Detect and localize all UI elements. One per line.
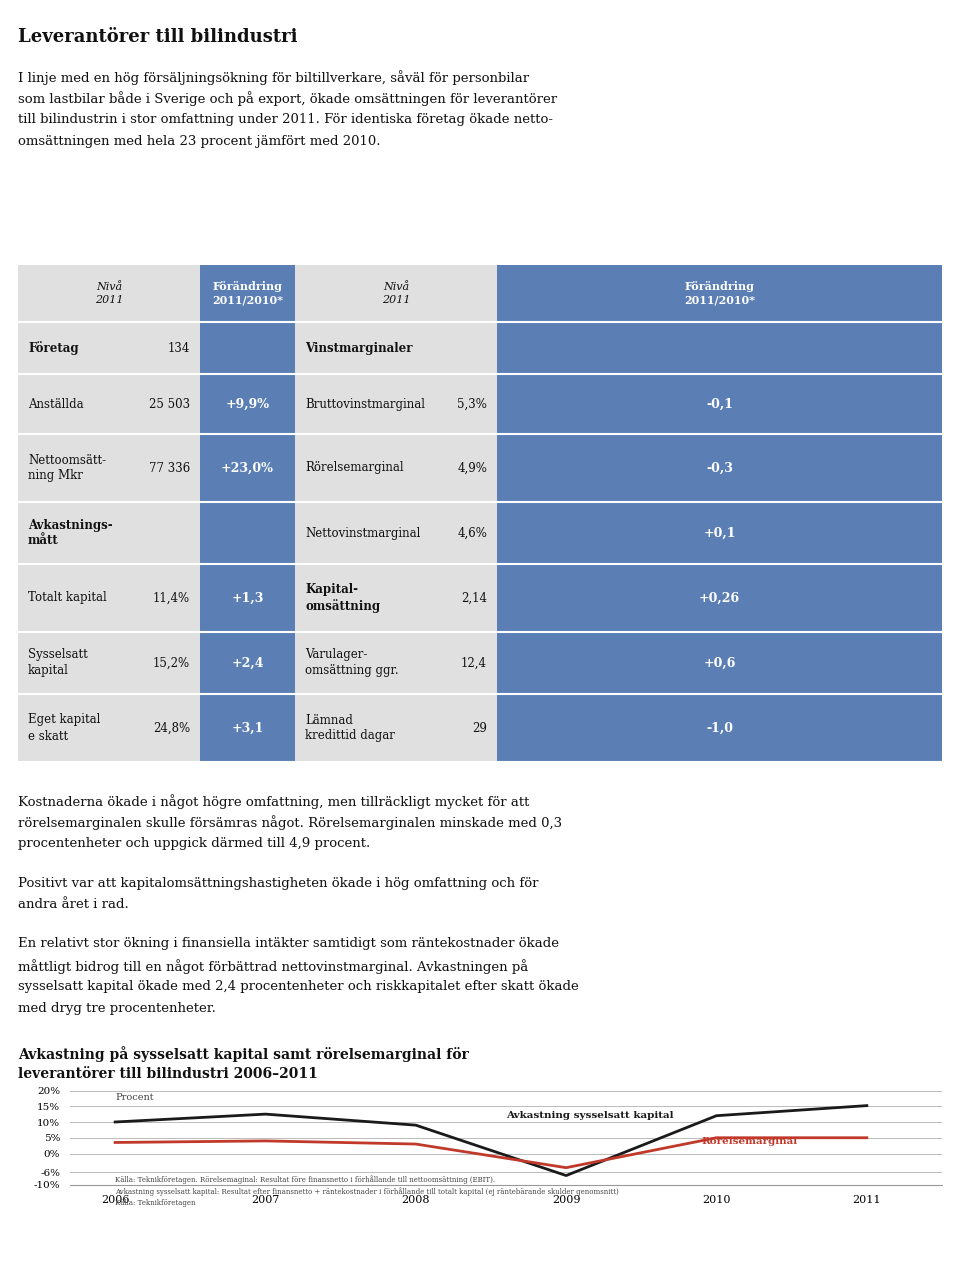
FancyBboxPatch shape: [497, 434, 942, 502]
Text: Kapital-
omsättning: Kapital- omsättning: [305, 583, 380, 612]
FancyBboxPatch shape: [200, 374, 295, 434]
Text: 25 503: 25 503: [149, 397, 190, 411]
Text: med dryg tre procentenheter.: med dryg tre procentenheter.: [18, 1002, 216, 1014]
FancyBboxPatch shape: [295, 322, 497, 374]
FancyBboxPatch shape: [18, 374, 200, 434]
Text: +1,3: +1,3: [231, 591, 264, 605]
FancyBboxPatch shape: [295, 564, 497, 631]
FancyBboxPatch shape: [497, 265, 942, 322]
Text: -0,3: -0,3: [706, 462, 732, 474]
FancyBboxPatch shape: [200, 631, 295, 694]
Text: Nettovinstmarginal: Nettovinstmarginal: [305, 526, 420, 539]
FancyBboxPatch shape: [200, 502, 295, 564]
Text: -1,0: -1,0: [706, 721, 733, 734]
Text: Företag: Företag: [28, 341, 79, 355]
Text: 18: 18: [903, 1221, 926, 1238]
Text: måttligt bidrog till en något förbättrad nettovinstmarginal. Avkastningen på: måttligt bidrog till en något förbättrad…: [18, 959, 528, 974]
Text: Rörelsemarginal: Rörelsemarginal: [702, 1137, 798, 1146]
FancyBboxPatch shape: [497, 374, 942, 434]
FancyBboxPatch shape: [300, 265, 497, 322]
Text: omsättningen med hela 23 procent jämfört med 2010.: omsättningen med hela 23 procent jämfört…: [18, 134, 380, 147]
Text: Vinstmarginaler: Vinstmarginaler: [305, 341, 413, 355]
FancyBboxPatch shape: [18, 434, 200, 502]
FancyBboxPatch shape: [18, 564, 200, 631]
Text: +2,4: +2,4: [231, 657, 264, 670]
FancyBboxPatch shape: [18, 322, 200, 374]
Text: Leverantörer till bilindustri: Leverantörer till bilindustri: [18, 28, 298, 46]
Text: Kostnaderna ökade i något högre omfattning, men tillräckligt mycket för att: Kostnaderna ökade i något högre omfattni…: [18, 794, 529, 809]
Text: Totalt kapital: Totalt kapital: [28, 591, 107, 605]
Text: Procent: Procent: [115, 1093, 154, 1102]
FancyBboxPatch shape: [200, 564, 295, 631]
Text: 77 336: 77 336: [149, 462, 190, 474]
Text: I linje med en hög försäljningsökning för biltillverkare, såväl för personbilar: I linje med en hög försäljningsökning fö…: [18, 70, 529, 85]
FancyBboxPatch shape: [295, 694, 497, 762]
Text: +23,0%: +23,0%: [221, 462, 274, 474]
Text: +9,9%: +9,9%: [226, 397, 270, 411]
Text: Nivå
2011: Nivå 2011: [382, 283, 410, 304]
Text: Varulager-
omsättning ggr.: Varulager- omsättning ggr.: [305, 648, 398, 677]
Text: 4,9%: 4,9%: [457, 462, 487, 474]
Text: 24,8%: 24,8%: [153, 721, 190, 734]
Text: -0,1: -0,1: [706, 397, 733, 411]
FancyBboxPatch shape: [200, 434, 295, 502]
FancyBboxPatch shape: [295, 434, 497, 502]
FancyBboxPatch shape: [497, 502, 942, 564]
FancyBboxPatch shape: [200, 694, 295, 762]
FancyBboxPatch shape: [295, 265, 497, 322]
Text: sysselsatt kapital ökade med 2,4 procentenheter och riskkapitalet efter skatt ök: sysselsatt kapital ökade med 2,4 procent…: [18, 980, 579, 994]
Text: En relativt stor ökning i finansiella intäkter samtidigt som räntekostnader ökad: En relativt stor ökning i finansiella in…: [18, 937, 559, 951]
Text: Nettoomsätt-
ning Mkr: Nettoomsätt- ning Mkr: [28, 454, 107, 483]
Text: * Förändringar av omsättning och anställda redovisas i procent samtidigt som övr: * Förändringar av omsättning och anställ…: [72, 1220, 625, 1232]
Text: andra året i rad.: andra året i rad.: [18, 898, 129, 910]
Text: Lämnad
kredittid dagar: Lämnad kredittid dagar: [305, 714, 395, 743]
Text: 15,2%: 15,2%: [153, 657, 190, 670]
Text: 11,4%: 11,4%: [153, 591, 190, 605]
FancyBboxPatch shape: [200, 265, 295, 322]
FancyBboxPatch shape: [497, 564, 942, 631]
Text: 4,6%: 4,6%: [457, 526, 487, 539]
FancyBboxPatch shape: [295, 374, 497, 434]
Text: +3,1: +3,1: [231, 721, 264, 734]
FancyBboxPatch shape: [200, 322, 295, 374]
FancyBboxPatch shape: [497, 631, 942, 694]
Text: Nivå
2011: Nivå 2011: [95, 283, 123, 304]
Text: 29: 29: [472, 721, 487, 734]
Text: ringar redovisas i procentenheter. Samtliga förändringar avser identiska företag: ringar redovisas i procentenheter. Samtl…: [72, 1245, 557, 1258]
FancyBboxPatch shape: [18, 502, 200, 564]
Text: Förändring
2011/2010*: Förändring 2011/2010*: [212, 281, 283, 306]
Text: Bruttovinstmarginal: Bruttovinstmarginal: [305, 397, 425, 411]
Text: till bilindustrin i stor omfattning under 2011. För identiska företag ökade nett: till bilindustrin i stor omfattning unde…: [18, 113, 553, 126]
Text: 134: 134: [168, 341, 190, 355]
Text: rörelsemarginalen skulle försämras något. Rörelsemarginalen minskade med 0,3: rörelsemarginalen skulle försämras något…: [18, 815, 563, 831]
FancyBboxPatch shape: [18, 694, 200, 762]
FancyBboxPatch shape: [295, 502, 497, 564]
Text: 12,4: 12,4: [461, 657, 487, 670]
Text: procentenheter och uppgick därmed till 4,9 procent.: procentenheter och uppgick därmed till 4…: [18, 837, 371, 850]
Text: +0,1: +0,1: [704, 526, 735, 539]
Text: 2,14: 2,14: [461, 591, 487, 605]
Text: +0,26: +0,26: [699, 591, 740, 605]
Text: 5,3%: 5,3%: [457, 397, 487, 411]
FancyBboxPatch shape: [497, 694, 942, 762]
Text: Eget kapital
e skatt: Eget kapital e skatt: [28, 714, 101, 743]
Text: +0,6: +0,6: [704, 657, 735, 670]
FancyBboxPatch shape: [485, 265, 497, 322]
Text: Förändring
2011/2010*: Förändring 2011/2010*: [684, 281, 755, 306]
Text: Avkastning på sysselsatt kapital samt rörelsemarginal för
leverantörer till bili: Avkastning på sysselsatt kapital samt rö…: [18, 1046, 468, 1080]
Text: Rörelsemarginal: Rörelsemarginal: [305, 462, 403, 474]
Text: Avkastnings-
mått: Avkastnings- mått: [28, 519, 112, 548]
FancyBboxPatch shape: [18, 265, 200, 322]
FancyBboxPatch shape: [18, 631, 200, 694]
FancyBboxPatch shape: [497, 322, 942, 374]
Text: Avkastning sysselsatt kapital: Avkastning sysselsatt kapital: [506, 1111, 674, 1120]
Text: Positivt var att kapitalomsättningshastigheten ökade i hög omfattning och för: Positivt var att kapitalomsättningshasti…: [18, 876, 539, 889]
Text: Anställda: Anställda: [28, 397, 84, 411]
FancyBboxPatch shape: [295, 631, 497, 694]
Text: Sysselsatt
kapital: Sysselsatt kapital: [28, 648, 87, 677]
Text: Källa: Teknikföretagen. Rörelsemaginal: Resultat före finansnetto i förhållande : Källa: Teknikföretagen. Rörelsemaginal: …: [115, 1175, 619, 1207]
Text: som lastbilar både i Sverige och på export, ökade omsättningen för leverantörer: som lastbilar både i Sverige och på expo…: [18, 91, 557, 107]
